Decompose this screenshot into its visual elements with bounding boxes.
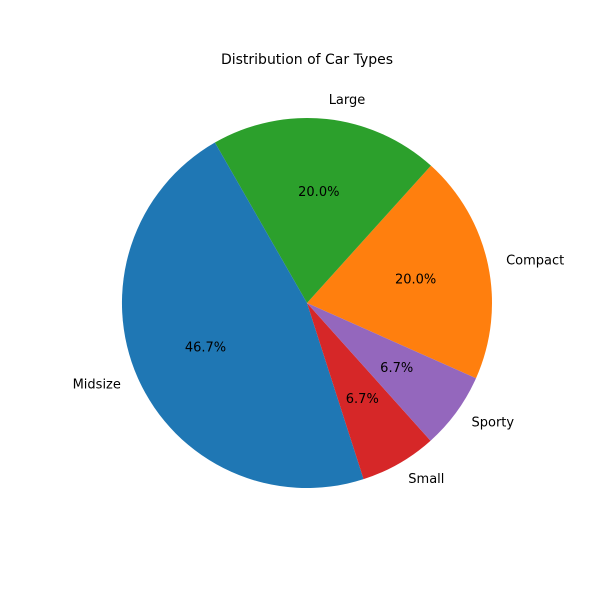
slice-label-midsize: Midsize	[73, 378, 121, 393]
pie-slice-midsize	[121, 142, 364, 489]
pie-slice-large	[214, 117, 431, 304]
slice-label-large: Large	[329, 93, 366, 108]
slice-label-compact: Compact	[506, 253, 564, 268]
slice-label-sporty: Sporty	[472, 415, 515, 430]
slice-percent-midsize: 46.7%	[185, 340, 226, 355]
slice-percent-small: 6.7%	[346, 392, 379, 407]
slice-label-small: Small	[408, 472, 444, 487]
chart-title: Distribution of Car Types	[221, 52, 393, 68]
slice-percent-sporty: 6.7%	[380, 361, 413, 376]
pie-slice-sporty	[307, 303, 477, 441]
pie-slice-compact	[307, 165, 493, 379]
pie-labels: Compact 20.0% Large 20.0% Midsize 46.7% Small 6…	[73, 93, 565, 487]
pie-slices	[121, 117, 493, 489]
slice-percent-large: 20.0%	[298, 185, 339, 200]
slice-percent-compact: 20.0%	[395, 273, 436, 288]
pie-slice-small	[307, 303, 431, 480]
